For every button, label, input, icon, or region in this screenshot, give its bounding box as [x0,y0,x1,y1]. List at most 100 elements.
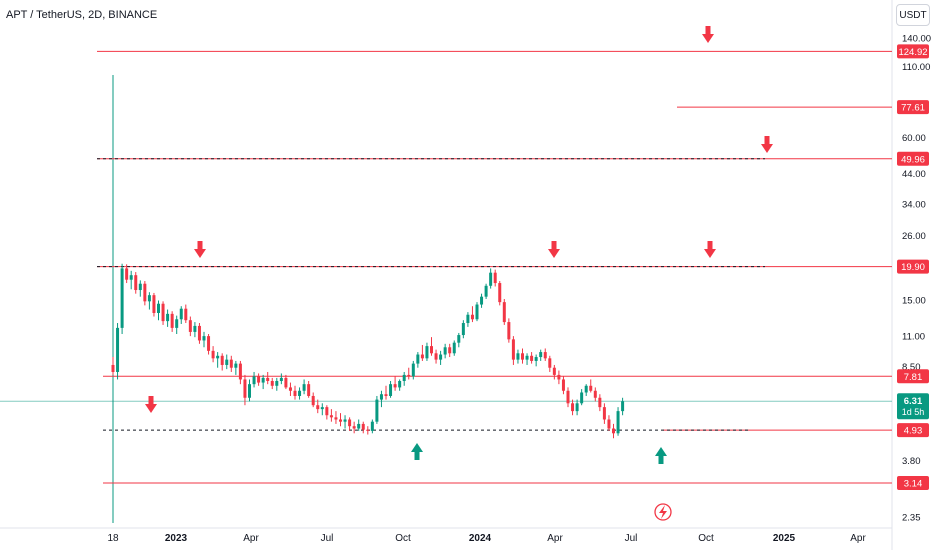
y-tick-label: 11.00 [902,332,925,343]
candle-body [261,377,265,383]
candle-body [561,379,565,391]
candle-body [571,403,575,412]
candle-body [234,363,238,368]
candle-body [129,275,133,280]
y-tick-label: 110.00 [902,62,930,73]
y-tick-label: 44.00 [902,169,926,180]
candle-body [498,283,502,303]
candle-body [161,303,165,322]
x-tick-label: Jul [625,533,638,544]
candle-body [193,325,197,332]
arrow-down-head [702,34,714,43]
candle-body [352,426,356,429]
candle-body [366,429,370,431]
candle-body [525,355,529,360]
arrow-up [411,443,423,460]
arrow-down-shaft [764,136,770,145]
arrow-down-shaft [551,241,557,250]
candle-body [316,405,320,410]
candle-body [475,304,479,320]
candle-body [275,380,279,386]
y-tick-label: 8.50 [902,362,921,373]
candle-body [430,346,433,354]
y-tick-label: 26.00 [902,231,926,242]
countdown-label: 1d 5h [902,407,925,417]
arrow-down-head [761,144,773,153]
candle-body [502,302,506,323]
candle-body [343,419,347,422]
x-tick-label: Apr [850,533,866,544]
candle-body [357,423,361,429]
price-label: 49.96 [901,154,925,165]
candle-body [188,320,192,332]
candle-body [339,419,342,422]
candle-body [379,394,383,400]
candle-body [584,385,588,393]
candle-body [466,314,470,324]
candle-body [452,342,456,354]
candle-body [402,374,406,381]
x-tick-label: 2025 [773,533,796,544]
candle-body [389,384,393,396]
arrow-up-head [655,447,667,456]
candle-body [238,363,242,380]
arrow-up-shaft [414,451,420,460]
arrow-down [548,241,560,258]
candle-body [279,377,283,381]
arrow-down [145,396,157,413]
candle-body [484,285,488,297]
candle-body [602,407,606,420]
x-tick-label: Oct [395,533,411,544]
candle-body [120,268,124,328]
arrow-up-shaft [658,455,664,464]
candle-body [439,354,443,360]
price-label: 77.61 [901,103,925,114]
bolt-icon-ring [654,503,672,521]
candle-body [612,428,615,434]
candle-body [116,327,120,372]
candle-body [361,423,365,430]
arrow-down-head [548,249,560,258]
candle-body [480,296,484,305]
candle-body [416,354,420,364]
candle-body [539,352,543,358]
y-tick-label: 60.00 [902,133,926,144]
candle-body [448,347,452,354]
candle-body [334,417,338,420]
candle-body [257,376,261,383]
price-label-bg [897,100,929,115]
candle-body [311,395,315,406]
price-label-bg [897,259,929,274]
candle-body [284,377,288,388]
candle-body [147,295,151,302]
candle-body [375,399,379,422]
candle-body [384,394,388,396]
candle-body [348,419,352,427]
candle-body [248,384,251,398]
y-tick-label: 3.80 [902,456,921,467]
candle-body [530,355,534,361]
x-tick-label: Apr [243,533,259,544]
candle-body [593,390,597,398]
candle-body [543,352,547,359]
candle-body [457,335,461,343]
arrow-down-shaft [197,241,203,250]
arrow-down-shaft [148,396,154,405]
price-label: 3.14 [904,479,923,490]
candle-body [179,308,183,320]
candle-body [220,355,224,365]
candle-body [243,379,247,398]
candle-body [616,411,620,434]
candle-body [134,275,138,291]
price-label: 19.90 [901,262,925,273]
candle-body [325,407,329,416]
tradingview-bolt-icon [654,503,672,521]
candle-body [307,384,311,396]
candle-body [598,397,602,408]
candle-body [511,339,515,360]
currency-button[interactable]: USDT [896,4,930,26]
x-tick-label: 18 [107,533,119,544]
candle-body [293,390,297,396]
